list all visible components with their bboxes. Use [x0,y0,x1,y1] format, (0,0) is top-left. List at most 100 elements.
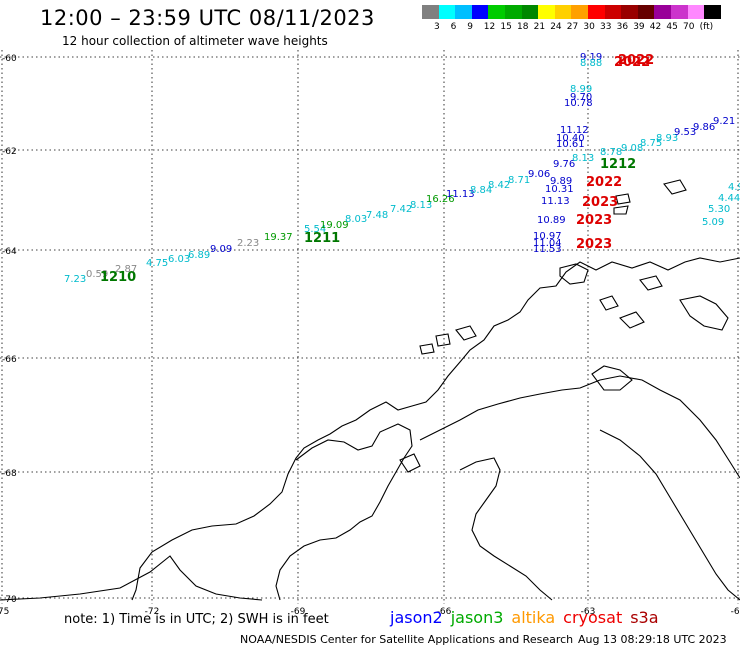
wave-height-value: 8.13 [572,153,594,164]
wave-height-value: 8.84 [470,185,492,196]
wave-height-value: 10.31 [545,184,574,195]
wave-height-value: 10.89 [537,215,566,226]
legend-label: 45 [666,22,678,32]
lat-label: -64 [2,247,17,257]
wave-height-value: 7.42 [390,204,412,215]
wave-height-value: 9.21 [713,116,735,127]
wave-height-value: 10.61 [556,139,585,150]
lat-label: -60 [2,54,17,64]
legend-label: 42 [649,22,662,32]
west-island-coast [275,423,413,601]
track-label: 1212 [600,157,636,172]
legend-swatch [438,5,456,19]
wave-height-value: 16.26 [426,194,455,205]
wave-height-value: 8.03 [345,214,367,225]
wave-height-value: 10.78 [564,98,593,109]
wave-height-value: 5.30 [708,204,730,215]
inland-coast [459,457,553,601]
legend-swatch [604,5,622,19]
wave-height-value: 8.88 [580,58,602,69]
ice-shelf-coast [419,375,740,479]
wave-height-value: 8.71 [508,175,530,186]
legend-label: 36 [616,22,629,32]
legend-label: 33 [600,22,612,32]
legend-swatch [422,5,439,19]
wave-height-value: 4.9 [728,182,740,193]
legend-swatch [670,5,688,19]
satellite-legend: jason2 jason3 altika cryosat s3a [390,608,667,627]
legend-swatch [637,5,655,19]
legend-label: 6 [450,22,457,32]
legend-label: 9 [467,22,473,32]
wave-height-value: 9.06 [528,169,550,180]
legend-swatch [471,5,489,19]
legend-swatch [538,5,555,19]
wave-height-value: 9.70 [570,92,592,103]
legend-label: 21 [533,22,546,32]
wave-height-value: 11.13 [446,189,475,200]
wave-height-value: 4.44 [718,193,740,204]
legend-swatch [455,5,472,19]
wave-height-value: 6.89 [188,250,210,261]
wave-height-value: 0.59 [86,269,108,280]
legend-swatch [654,5,671,19]
color-scale-legend: 3 6 9 12 15 18 21 24 27 30 33 36 39 42 45 70 (ft) [422,5,721,32]
wave-height-value: 8.78 [600,147,622,158]
page-title: 12:00 – 23:59 UTC 08/11/2023 [40,6,375,30]
lon-label: -69 [291,607,306,617]
wave-height-value: 9.89 [550,176,572,187]
lat-label: -68 [2,469,17,479]
islands-east [591,179,729,391]
satellite-name: cryosat [563,608,623,627]
wave-height-value: 4.75 [146,258,168,269]
islands-central [399,325,477,473]
legend-label: 27 [566,22,579,32]
track-label: 1211 [304,231,340,246]
track-label: 2023 [576,213,612,228]
wave-height-value: 8.13 [410,200,432,211]
satellite-name: jason3 [450,608,504,627]
legend-label: 30 [583,22,595,32]
islands-north [559,263,663,329]
track-label: 2022 [614,55,650,70]
wave-height-value: 2.23 [237,238,259,249]
wave-height-value: 9.53 [674,127,696,138]
footer: NOAA/NESDIS Center for Satellite Applica… [240,633,727,646]
wave-height-value: 10.40 [556,133,585,144]
wave-height-value: 7.23 [64,274,86,285]
wave-height-value: 8.42 [488,180,510,191]
wave-height-value: 8.75 [640,138,662,149]
note-text: note: 1) Time is in UTC; 2) SWH is in fe… [64,612,329,627]
legend-swatch [621,5,638,19]
track-label: 2022 [618,53,654,68]
track-label: 2022 [586,175,622,190]
wave-height-value: 9.19 [580,52,602,63]
east-coast [599,429,740,601]
legend-label: 24 [550,22,562,32]
graticule-grid: -60-62-64-66-68-70-75-72-69-66-63-60 [0,50,740,617]
antarctic-peninsula-coast [131,257,740,601]
legend-swatch [504,5,522,19]
lon-label: -60 [731,607,740,617]
wave-height-value: 9.08 [621,143,643,154]
legend-label: 70 [683,22,695,32]
lat-label: -66 [2,355,17,365]
wave-height-value: 9.86 [693,122,715,133]
legend-swatch [704,5,721,19]
satellite-name: jason2 [390,608,443,627]
coastline [0,179,740,601]
wave-height-value: 8.99 [570,84,592,95]
satellite-name: s3a [630,608,659,627]
wave-height-value: 5.09 [702,217,724,228]
legend-label: 39 [633,22,645,32]
lat-label: -62 [2,147,17,157]
legend-swatch [587,5,605,19]
legend-swatch [488,5,505,19]
wave-height-value: 19.09 [320,220,349,231]
track-label: 2023 [576,237,612,252]
track-label: 2023 [582,195,618,210]
legend-swatch [521,5,539,19]
wave-height-value: 11.13 [541,196,570,207]
wave-height-value: 5.54 [304,224,326,235]
